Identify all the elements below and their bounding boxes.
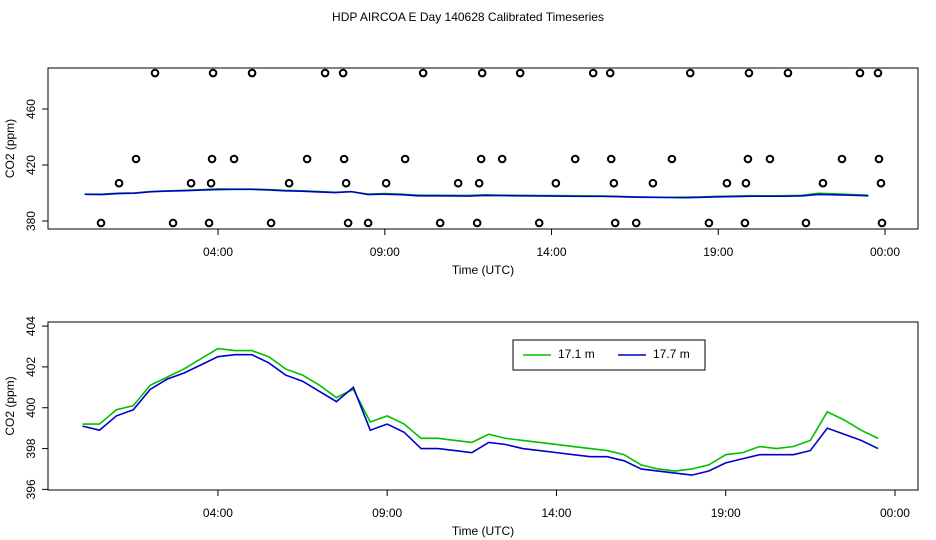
legend-label: 17.1 m [558,347,595,361]
flag-point [343,218,353,228]
flag-point [744,68,754,78]
flag-point [206,178,216,188]
flag-point [131,154,141,164]
data-line [82,347,879,472]
x-tick-label: 04:00 [203,506,233,520]
flag-point [588,68,598,78]
flag-point [874,154,884,164]
x-tick-label: 19:00 [703,245,733,259]
x-tick-label: 00:00 [870,245,900,259]
flag-point [320,68,330,78]
flag-point [606,154,616,164]
y-tick-label: 380 [24,211,38,231]
x-tick-label: 14:00 [541,506,571,520]
flag-point [741,178,751,188]
flag-point [150,68,160,78]
flag-point [400,154,410,164]
flag-point [704,218,714,228]
flag-point [570,154,580,164]
y-axis-label: CO2 (ppm) [3,119,17,178]
flag-point [783,68,793,78]
flag-point [765,154,775,164]
flag-point [186,178,196,188]
flag-point [515,68,525,78]
flag-point [605,68,615,78]
y-tick-label: 420 [24,155,38,175]
x-tick-label: 09:00 [372,506,402,520]
flag-point [229,154,239,164]
flag-point [477,68,487,78]
y-tick-label: 400 [24,397,38,417]
flag-point [247,68,257,78]
y-tick-label: 402 [24,357,38,377]
flag-point [685,68,695,78]
flag-point [284,178,294,188]
flag-point [341,178,351,188]
flag-point [722,178,732,188]
data-line [82,353,879,476]
flag-point [551,178,561,188]
flag-point [631,218,641,228]
x-tick-label: 19:00 [711,506,741,520]
plot-frame [47,67,919,230]
data-line [84,188,869,199]
flag-point [363,218,373,228]
flag-point [472,218,482,228]
flag-point [207,154,217,164]
y-axis-label: CO2 (ppm) [3,376,17,435]
flag-point [876,178,886,188]
x-tick-label: 09:00 [370,245,400,259]
flag-point [168,218,178,228]
flag-point [435,218,445,228]
flag-point [609,178,619,188]
x-axis-label: Time (UTC) [452,263,514,277]
flag-point [497,154,507,164]
flag-point [418,68,428,78]
flag-point [114,178,124,188]
x-axis-label: Time (UTC) [452,524,514,538]
y-tick-label: 398 [24,438,38,458]
y-tick-label: 396 [24,479,38,499]
x-tick-label: 04:00 [203,245,233,259]
flag-point [204,218,214,228]
flag-point [873,68,883,78]
chart-title: HDP AIRCOA E Day 140628 Calibrated Times… [332,10,604,24]
flag-point [801,218,811,228]
flag-point [474,178,484,188]
flag-point [208,68,218,78]
flag-point [96,218,106,228]
flag-point [338,68,348,78]
flag-point [837,154,847,164]
plot-frame [47,321,919,491]
y-tick-label: 404 [24,316,38,336]
flag-point [743,154,753,164]
legend-label: 17.7 m [653,347,690,361]
flag-point [339,154,349,164]
flag-point [877,218,887,228]
flag-point [610,218,620,228]
flag-point [266,218,276,228]
flag-point [855,68,865,78]
y-tick-label: 460 [24,99,38,119]
flag-point [476,154,486,164]
flag-point [302,154,312,164]
flag-point [453,178,463,188]
flag-point [534,218,544,228]
flag-point [381,178,391,188]
flag-point [740,218,750,228]
flag-point [818,178,828,188]
flag-point [648,178,658,188]
flag-point [667,154,677,164]
x-tick-label: 00:00 [880,506,910,520]
x-tick-label: 14:00 [537,245,567,259]
